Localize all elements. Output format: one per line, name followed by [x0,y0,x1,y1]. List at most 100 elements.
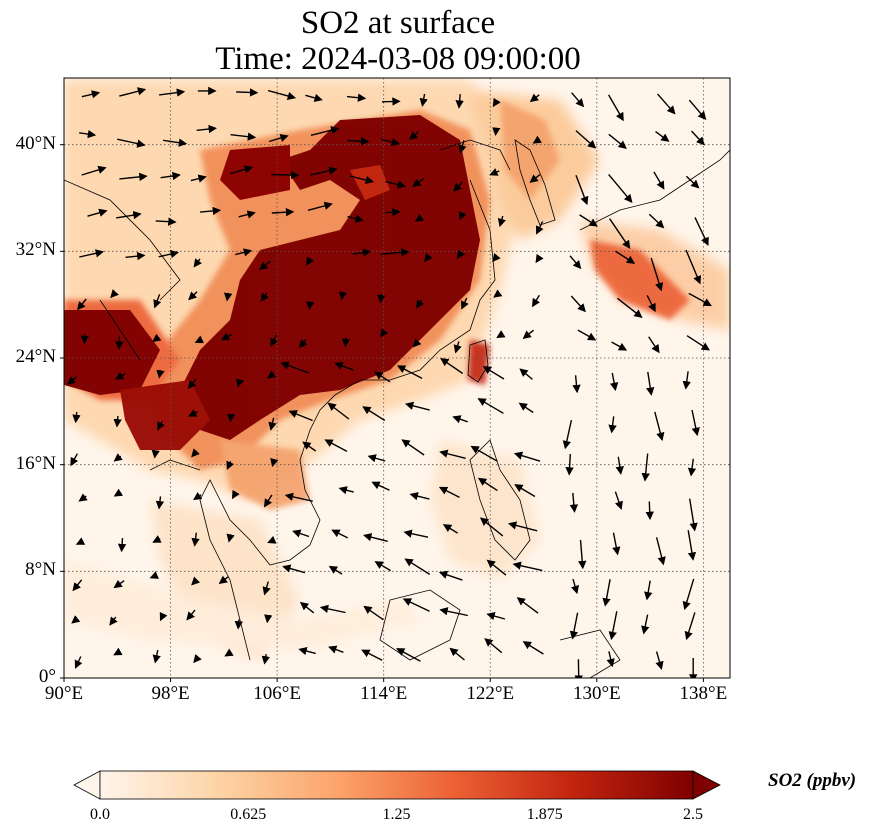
wind-vector-arrow [381,97,401,106]
wind-vector-arrow [401,439,425,456]
longitude-tick-label: 90°E [44,683,84,704]
latitude-tick-label: 24°N [15,346,56,367]
wind-vector-arrow [492,97,501,108]
wind-vector-arrow [267,535,277,544]
wind-vector-arrow [328,645,344,654]
latitude-tick-label: 8°N [25,559,56,581]
wind-vector-arrow [319,604,346,614]
wind-vector-arrow [363,605,384,621]
wind-vector-arrow [261,653,270,665]
wind-vector-arrow [270,457,279,468]
wind-vector-arrow [396,365,423,380]
wind-vector-arrow [109,616,118,626]
latitude-tick-label: 32°N [15,239,56,261]
wind-vector-arrow [160,171,181,181]
wind-vector-arrow [609,372,619,392]
wind-vector-arrow [522,641,544,655]
wind-vector-arrow [690,130,705,146]
wind-vector-arrow [284,492,313,502]
wind-vector-arrow [438,486,460,499]
wind-vector-arrow [267,89,297,101]
wind-vector-arrow [569,612,579,640]
wind-vector-arrow [532,135,542,144]
wind-vector-arrow [235,248,253,257]
wind-vector-arrow [271,208,295,217]
wind-vector-arrow [577,329,597,341]
wind-vector-arrow [67,376,77,385]
wind-vector-arrow [412,338,422,348]
wind-vector-arrow [72,579,83,592]
colorbar-tick-label: 2.5 [683,806,703,823]
wind-vector-arrow [655,131,670,142]
wind-vector-arrow [493,289,503,298]
wind-vector-arrow [268,417,277,431]
wind-vector-arrow [367,454,386,463]
wind-vector-arrow [119,87,147,97]
wind-vector-arrow [403,529,429,538]
wind-vector-arrow [439,607,468,617]
wind-vector-arrow [363,533,388,542]
wind-vector-arrow [288,410,313,422]
wind-vector-arrow [615,456,624,475]
wind-vector-arrow [440,358,464,375]
wind-vector-arrow [159,611,168,622]
wind-vector-arrow [193,654,202,664]
wind-vector-arrow [268,133,289,143]
wind-vector-arrow [648,213,665,229]
wind-vector-arrow [691,409,700,437]
wind-vector-arrow [338,486,354,495]
wind-vector-arrow [688,292,712,307]
wind-vector-arrow [280,361,309,374]
wind-vector-arrow [646,295,656,313]
wind-vector-arrow [694,217,709,246]
wind-vector-arrow [349,175,375,185]
wind-vector-arrow [263,494,273,508]
wind-vector-arrow [114,371,126,380]
wind-vector-arrow [191,576,201,586]
wind-vector-arrow [385,180,407,189]
wind-vector-arrow [113,416,122,428]
wind-vector-arrow [220,332,232,341]
wind-vector-arrow [609,218,631,249]
wind-vector-arrow [514,484,536,498]
wind-vector-arrow [570,578,580,595]
wind-vector-arrow [264,614,273,624]
wind-vector-arrow [513,451,541,462]
wind-vector-arrow [602,579,611,607]
wind-vector-arrow [79,129,97,139]
wind-vector-arrow [113,488,124,497]
colorbar-tick-label: 1.25 [382,806,411,823]
wind-vector-arrow [641,614,650,635]
longitude-tick-label: 130°E [572,683,621,704]
wind-vector-arrow [117,138,146,148]
wind-vector-arrow [606,651,615,668]
wind-vector-arrow [87,208,108,217]
longitude-tick-label: 122°E [466,683,515,704]
wind-vector-arrow [384,207,401,217]
wind-vector-arrow [152,649,161,664]
wind-vector-arrow [362,406,386,422]
wind-vector-arrow [477,477,498,492]
map-plot [60,77,731,682]
wind-vector-arrow [374,561,391,572]
wind-vector-arrow [416,299,425,309]
wind-vector-arrow [186,609,196,621]
wind-vector-arrow [298,646,316,656]
colorbar-gradient [99,770,694,800]
wind-vector-arrow [81,90,101,99]
latitude-tick-label: 40°N [15,132,56,154]
wind-vector-arrow [159,88,186,97]
wind-vector-arrow [152,535,162,543]
wind-vector-arrow [310,126,340,136]
wind-vector-arrow [110,289,119,299]
colorbar-label: SO2 (ppbv) [768,770,857,791]
wind-vector-arrow [270,334,278,347]
wind-vector-arrow [456,249,466,259]
wind-vector-arrow [608,416,617,434]
wind-vector-arrow [644,580,653,601]
wind-vector-arrow [230,165,254,175]
wind-vector-arrow [162,138,188,147]
wind-vector-arrow [199,206,222,216]
wind-vector-arrow [235,378,244,388]
wind-vector-arrow [655,537,666,566]
